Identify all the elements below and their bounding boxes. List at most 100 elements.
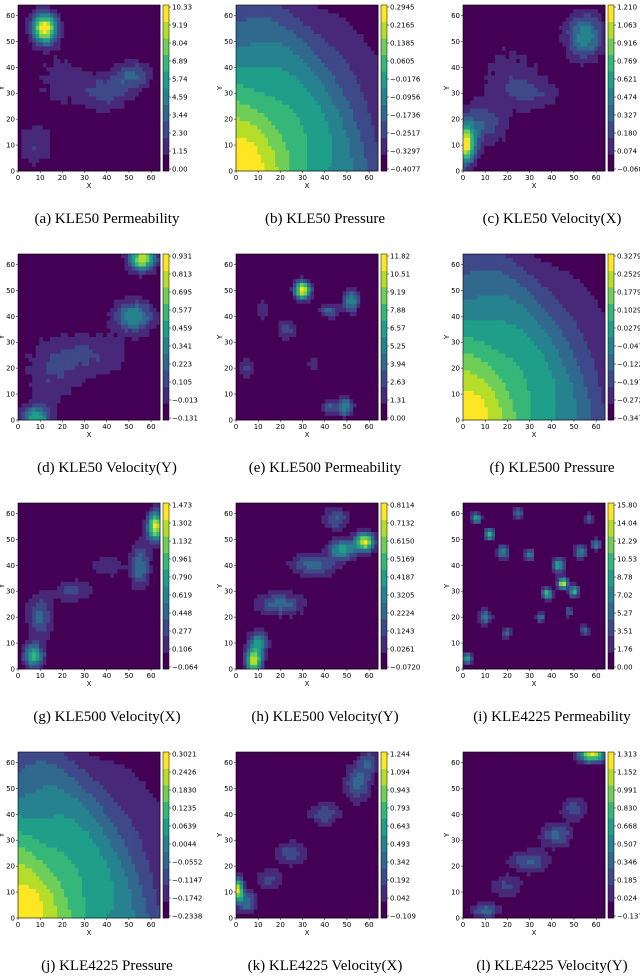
heatmap-cell bbox=[285, 104, 290, 110]
heatmap-cell bbox=[35, 104, 40, 110]
heatmap-cell bbox=[296, 42, 301, 47]
heatmap-cell bbox=[42, 92, 47, 97]
heatmap-cell bbox=[346, 29, 350, 35]
heatmap-cell bbox=[49, 67, 54, 72]
heatmap-cell bbox=[463, 88, 467, 93]
heatmap-cell bbox=[463, 79, 467, 85]
heatmap-cell bbox=[544, 38, 549, 43]
heatmap-cell bbox=[60, 46, 65, 52]
heatmap-cell bbox=[106, 54, 111, 60]
heatmap-cell bbox=[236, 141, 240, 147]
heatmap-cell bbox=[250, 58, 255, 64]
heatmap-cell bbox=[562, 21, 567, 27]
heatmap-cell bbox=[239, 108, 244, 114]
heatmap-cell bbox=[292, 46, 297, 52]
heatmap-cell bbox=[516, 46, 521, 52]
heatmap-cell bbox=[356, 58, 361, 64]
heatmap-cell bbox=[152, 67, 157, 72]
heatmap-cell bbox=[338, 100, 343, 105]
x-tick-label: 0 bbox=[234, 174, 238, 182]
heatmap-cell bbox=[25, 50, 30, 56]
heatmap-cell bbox=[558, 121, 563, 126]
heatmap-cell bbox=[275, 141, 279, 147]
heatmap-cell bbox=[49, 125, 54, 130]
heatmap-cell bbox=[463, 50, 467, 56]
heatmap-cell bbox=[324, 154, 329, 159]
heatmap-cell bbox=[117, 154, 122, 159]
heatmap-cell bbox=[138, 104, 143, 110]
heatmap-cell bbox=[597, 63, 602, 68]
heatmap-cell bbox=[498, 25, 503, 31]
heatmap-cell bbox=[120, 67, 125, 72]
heatmap-cell bbox=[246, 150, 251, 155]
heatmap-cell bbox=[502, 141, 506, 147]
heatmap-cell bbox=[487, 112, 492, 118]
heatmap-cell bbox=[498, 166, 503, 172]
heatmap-cell bbox=[42, 108, 47, 114]
heatmap-cell bbox=[360, 146, 365, 151]
heatmap-cell bbox=[374, 42, 379, 47]
heatmap-cell bbox=[152, 125, 157, 130]
heatmap-cell bbox=[289, 166, 294, 172]
heatmap-cell bbox=[89, 58, 93, 64]
heatmap-cell bbox=[541, 13, 546, 18]
heatmap-cell bbox=[502, 75, 506, 81]
heatmap-cell bbox=[562, 112, 567, 118]
heatmap-cell bbox=[135, 58, 140, 64]
heatmap-cell bbox=[21, 162, 26, 168]
heatmap-cell bbox=[106, 63, 111, 68]
heatmap-cell bbox=[484, 75, 489, 81]
heatmap-cell bbox=[537, 150, 542, 155]
heatmap-cell bbox=[480, 112, 485, 118]
heatmap-cell bbox=[96, 104, 101, 110]
heatmap-cell bbox=[103, 133, 108, 139]
heatmap-cell bbox=[363, 129, 368, 135]
heatmap-cell bbox=[53, 79, 58, 85]
heatmap-cell bbox=[594, 79, 599, 85]
heatmap-cell bbox=[597, 21, 602, 27]
heatmap-cell bbox=[576, 5, 581, 10]
heatmap-cell bbox=[317, 29, 322, 35]
heatmap-cell bbox=[324, 129, 329, 135]
heatmap-cell bbox=[480, 63, 485, 68]
heatmap-cell bbox=[96, 125, 101, 130]
heatmap-cell bbox=[246, 67, 251, 72]
heatmap-cell bbox=[149, 54, 154, 60]
heatmap-cell bbox=[324, 83, 329, 89]
heatmap-cell bbox=[124, 96, 129, 101]
heatmap-cell bbox=[96, 129, 101, 135]
heatmap-cell bbox=[46, 83, 51, 89]
heatmap-cell bbox=[569, 54, 574, 60]
heatmap-cell bbox=[145, 125, 150, 130]
heatmap-cell bbox=[509, 104, 514, 110]
heatmap-cell bbox=[53, 34, 58, 39]
heatmap-cell bbox=[509, 129, 514, 135]
panel-2: 0 10 20 30 40 50 600102030405060XY0.29450.2165… bbox=[216, 4, 421, 228]
heatmap-cell bbox=[353, 146, 358, 151]
heatmap-cell bbox=[324, 137, 329, 143]
heatmap-cell bbox=[363, 146, 368, 151]
heatmap-cell bbox=[99, 5, 104, 10]
heatmap-cell bbox=[360, 133, 365, 139]
heatmap-cell bbox=[264, 133, 269, 139]
heatmap-cell bbox=[239, 54, 244, 60]
heatmap-cell bbox=[96, 108, 101, 114]
heatmap-cell bbox=[152, 54, 157, 60]
heatmap-cell bbox=[21, 158, 26, 164]
heatmap-cell bbox=[534, 137, 538, 143]
heatmap-cell bbox=[565, 21, 570, 27]
heatmap-cell bbox=[534, 58, 538, 64]
heatmap-cell bbox=[89, 79, 93, 85]
heatmap-cell bbox=[526, 121, 531, 126]
heatmap-cell bbox=[573, 88, 577, 93]
heatmap-cell bbox=[541, 38, 546, 43]
heatmap-cell bbox=[49, 88, 54, 93]
heatmap-cell bbox=[264, 13, 269, 18]
heatmap-cell bbox=[18, 9, 22, 14]
heatmap-cell bbox=[516, 34, 521, 39]
heatmap-cell bbox=[53, 137, 58, 143]
heatmap-cell bbox=[39, 96, 44, 101]
heatmap-cell bbox=[131, 21, 136, 27]
heatmap-cell bbox=[49, 25, 54, 31]
colorbar-segment bbox=[608, 5, 614, 22]
